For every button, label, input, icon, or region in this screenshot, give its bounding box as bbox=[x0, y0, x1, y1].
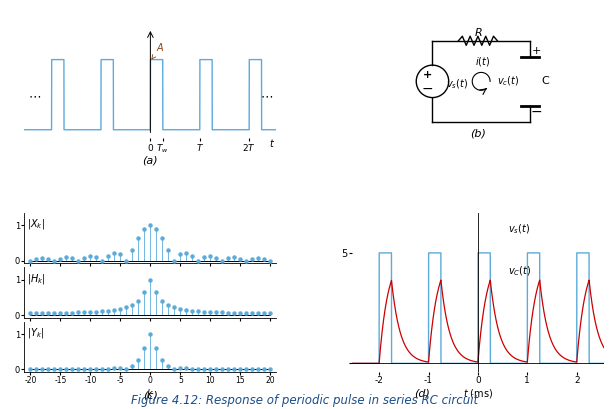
Text: +: + bbox=[531, 46, 540, 56]
Text: $|X_k|$: $|X_k|$ bbox=[27, 217, 45, 231]
Text: $v_c(t)$: $v_c(t)$ bbox=[497, 74, 519, 88]
Text: (d): (d) bbox=[415, 388, 431, 398]
X-axis label: $k$: $k$ bbox=[146, 387, 154, 399]
Text: (a): (a) bbox=[143, 155, 158, 165]
Text: $v_C(t)$: $v_C(t)$ bbox=[508, 264, 531, 278]
Text: $i(t)$: $i(t)$ bbox=[475, 54, 490, 67]
Text: $\cdots$: $\cdots$ bbox=[260, 90, 273, 103]
Text: $R$: $R$ bbox=[473, 26, 483, 38]
Text: $v_s(t)$: $v_s(t)$ bbox=[508, 222, 530, 236]
Text: (c): (c) bbox=[143, 390, 158, 400]
Text: $|H_k|$: $|H_k|$ bbox=[27, 272, 46, 285]
Text: +: + bbox=[423, 70, 432, 80]
Text: (b): (b) bbox=[470, 128, 486, 139]
Text: $|Y_k|$: $|Y_k|$ bbox=[27, 326, 45, 340]
Text: $t$: $t$ bbox=[269, 137, 275, 149]
Text: C: C bbox=[541, 76, 549, 86]
Text: $\cdots$: $\cdots$ bbox=[27, 90, 41, 103]
Text: $A$: $A$ bbox=[152, 41, 165, 59]
X-axis label: $t$ (ms): $t$ (ms) bbox=[463, 387, 493, 400]
Text: −: − bbox=[422, 82, 434, 96]
Text: −: − bbox=[530, 105, 542, 119]
Text: $v_s(t)$: $v_s(t)$ bbox=[447, 77, 468, 90]
Text: Figure 4.12: Response of periodic pulse in series RC circuit: Figure 4.12: Response of periodic pulse … bbox=[131, 394, 479, 407]
